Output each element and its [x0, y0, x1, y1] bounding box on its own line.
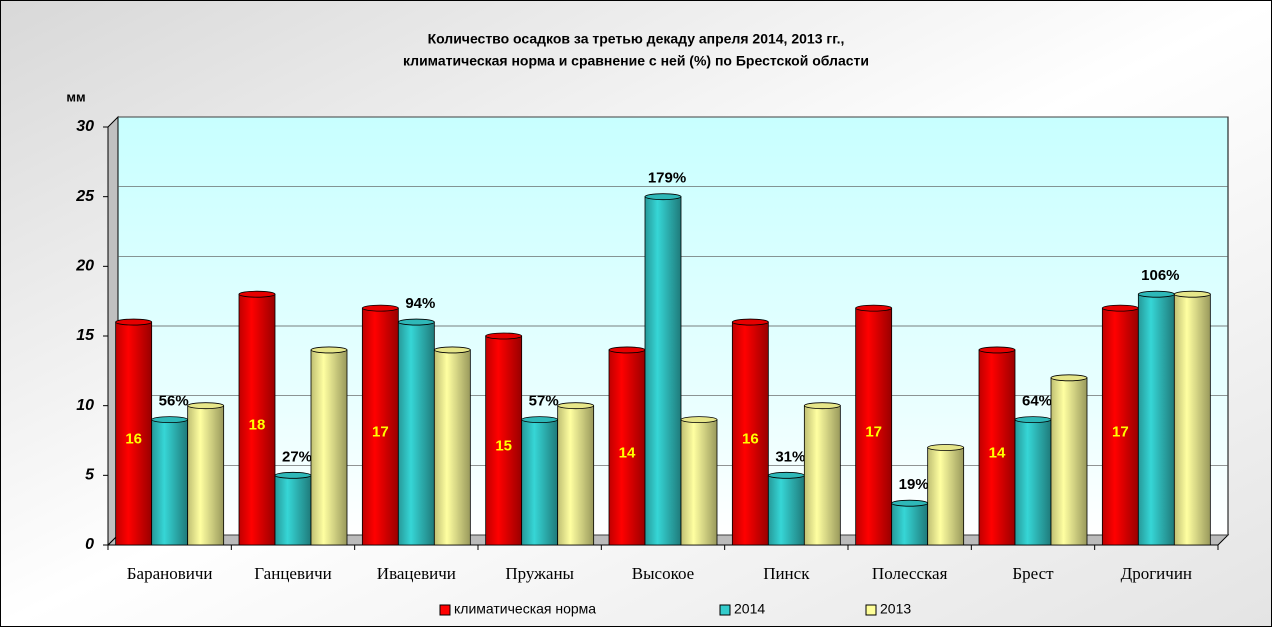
bar: [978, 349, 1016, 546]
bar: [1173, 293, 1211, 546]
bar-top: [1050, 374, 1088, 382]
bar: [433, 349, 471, 546]
bar: [557, 405, 595, 546]
bar-top: [608, 346, 646, 354]
legend-label: климатическая норма: [454, 601, 596, 617]
bar-top: [151, 416, 189, 424]
y-tick-label: 30: [76, 118, 94, 135]
chart-subtitle: климатическая норма и сравнение с ней (%…: [403, 53, 869, 69]
bar: [238, 293, 276, 546]
bar: [1014, 419, 1052, 546]
bar: [115, 321, 153, 546]
bar-top: [238, 290, 276, 298]
x-tick-label: Пинск: [763, 564, 810, 583]
annotation: 19%: [899, 476, 929, 493]
value-label: 17: [865, 424, 882, 441]
x-tick-label: Барановичи: [127, 564, 213, 583]
bar: [803, 405, 841, 546]
x-tick-label: Ганцевичи: [254, 564, 331, 583]
value-label: 15: [495, 437, 512, 454]
x-tick-label: Полесская: [872, 564, 948, 583]
annotation: 179%: [648, 170, 686, 187]
value-label: 14: [989, 444, 1006, 461]
bar-top: [187, 402, 225, 410]
y-tick-label: 5: [85, 467, 95, 484]
bar-top: [557, 402, 595, 410]
bar-top: [767, 471, 805, 479]
bar-top: [855, 304, 893, 312]
bar-top: [891, 499, 929, 507]
bar-top: [978, 346, 1016, 354]
x-tick-label: Ивацевичи: [377, 564, 456, 583]
bar: [521, 419, 559, 546]
bar-top: [310, 346, 348, 354]
bar: [891, 502, 929, 546]
legend-label: 2013: [880, 601, 911, 617]
bar: [855, 307, 893, 546]
bar: [274, 474, 312, 546]
annotation: 27%: [282, 448, 312, 465]
annotation: 57%: [529, 393, 559, 410]
bar-top: [1101, 304, 1139, 312]
x-tick-label: Пружаны: [505, 564, 574, 583]
bar-top: [433, 346, 471, 354]
bar-top: [115, 318, 153, 326]
value-label: 16: [125, 431, 142, 448]
legend-label: 2014: [734, 601, 765, 617]
bar-top: [485, 332, 523, 340]
bar-top: [644, 193, 682, 201]
x-tick-label: Дрогичин: [1121, 564, 1192, 583]
annotation: 94%: [405, 295, 435, 312]
bar: [767, 474, 805, 546]
bar: [1050, 377, 1088, 546]
bar-top: [680, 416, 718, 424]
legend-swatch: [719, 604, 731, 616]
bar-top: [274, 471, 312, 479]
y-tick-label: 20: [75, 258, 94, 275]
bar: [1137, 293, 1175, 546]
bar: [731, 321, 769, 546]
value-label: 18: [249, 417, 266, 434]
bar: [397, 321, 435, 546]
bar: [927, 447, 965, 546]
bar-top: [1173, 290, 1211, 298]
y-tick-label: 15: [76, 327, 95, 344]
bar: [151, 419, 189, 546]
y-axis-label: мм: [66, 89, 85, 104]
bar-top: [397, 318, 435, 326]
value-label: 17: [372, 424, 389, 441]
chart-title: Количество осадков за третью декаду апре…: [428, 31, 845, 47]
bar-top: [521, 416, 559, 424]
bar-top: [731, 318, 769, 326]
bar: [680, 419, 718, 546]
bar: [644, 196, 682, 546]
bar-top: [1014, 416, 1052, 424]
x-tick-label: Брест: [1012, 564, 1054, 583]
y-tick-label: 25: [75, 188, 95, 205]
bar: [187, 405, 225, 546]
annotation: 64%: [1022, 393, 1052, 410]
value-label: 16: [742, 431, 759, 448]
x-tick-label: Высокое: [632, 564, 694, 583]
value-label: 17: [1112, 424, 1129, 441]
y-tick-label: 0: [85, 536, 94, 553]
value-label: 14: [619, 444, 636, 461]
legend-swatch: [865, 604, 877, 616]
bar: [1101, 307, 1139, 546]
bar: [310, 349, 348, 546]
bar-top: [1137, 290, 1175, 298]
bar-top: [927, 444, 965, 451]
bar-top: [803, 402, 841, 410]
annotation: 56%: [159, 393, 189, 410]
annotation: 106%: [1141, 267, 1179, 284]
bar-top: [361, 304, 399, 312]
annotation: 31%: [775, 448, 805, 465]
y-tick-label: 10: [76, 397, 94, 414]
bar: [361, 307, 399, 546]
legend-swatch: [439, 604, 451, 616]
